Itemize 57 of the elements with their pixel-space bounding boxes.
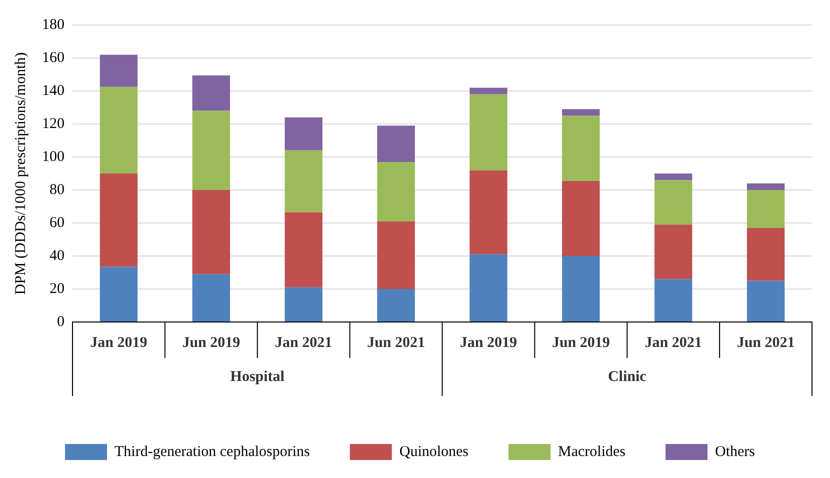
y-tick-label: 120 — [42, 116, 64, 132]
x-tick-label: Jan 2021 — [275, 334, 332, 351]
bar — [746, 190, 785, 228]
bar — [377, 162, 415, 222]
bar — [470, 94, 508, 170]
y-tick-label: 20 — [50, 280, 64, 297]
y-tick-label: 60 — [50, 214, 64, 231]
y-tick-label: 80 — [50, 182, 64, 198]
bar — [377, 289, 415, 322]
bar — [562, 180, 600, 256]
text: Hospital — [230, 368, 284, 385]
bar — [654, 180, 692, 225]
legend-label: Macrolides — [558, 444, 626, 460]
bar — [284, 117, 322, 150]
bar — [562, 116, 600, 181]
text: Clinic — [608, 368, 647, 385]
y-tick-label: 180 — [42, 16, 64, 33]
bar — [746, 280, 785, 322]
x-tick-label: Jan 2019 — [460, 334, 518, 351]
bar — [100, 266, 138, 322]
bar — [562, 109, 600, 116]
bar — [100, 54, 138, 87]
bar — [377, 221, 415, 289]
bar — [562, 256, 600, 322]
legend-label: Third-generation cephalosporins — [114, 444, 310, 460]
y-axis-title: DPM (DDDs/1000 prescriptions/month) — [12, 52, 29, 295]
x-tick-label: Jun 2019 — [552, 334, 610, 351]
y-tick-label: 160 — [42, 50, 64, 66]
y-tick-label: 40 — [50, 248, 64, 264]
bar — [284, 287, 322, 322]
bar — [377, 126, 415, 162]
bar — [470, 254, 508, 322]
bar — [470, 88, 508, 94]
bar — [654, 224, 692, 280]
y-tick-label: 140 — [42, 82, 64, 99]
bar — [746, 183, 785, 190]
legend-label: Quinolones — [399, 444, 469, 460]
bar — [284, 150, 322, 212]
bar — [284, 212, 322, 288]
x-tick-label: Jan 2019 — [90, 334, 148, 351]
bar — [192, 75, 230, 111]
x-tick-label: Jun 2021 — [367, 334, 425, 351]
bar — [192, 190, 230, 274]
bar — [654, 279, 692, 322]
y-tick-label: 0 — [57, 314, 64, 330]
x-tick-label: Jan 2021 — [644, 334, 702, 351]
x-tick-label: Jun 2021 — [736, 334, 795, 351]
legend-label: Others — [715, 444, 756, 460]
y-tick-label: 100 — [42, 148, 64, 165]
bar — [192, 274, 230, 322]
x-tick-label: Jun 2019 — [182, 334, 240, 351]
bar — [746, 228, 785, 281]
bar — [470, 170, 508, 254]
bar — [100, 86, 138, 174]
bar — [100, 174, 138, 267]
bar — [192, 110, 230, 190]
bar — [654, 174, 692, 180]
